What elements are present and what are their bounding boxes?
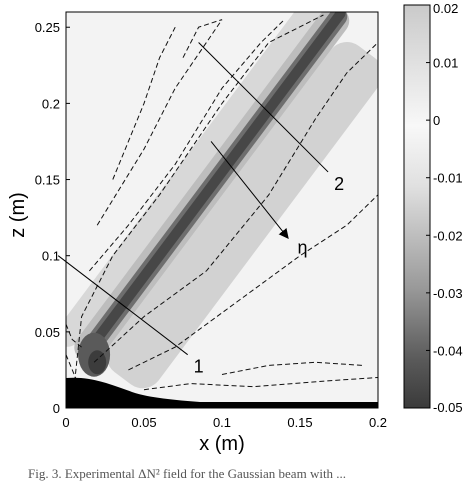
colorbar-tick-label: -0.02	[433, 228, 463, 243]
y-axis: 0 0.05 0.1 0.15 0.2 0.25	[35, 20, 70, 416]
contour-line-8	[143, 377, 378, 391]
y-tick-label: 0.25	[35, 20, 60, 35]
colorbar: 0.02 0.01 0 -0.01 -0.02 -0.03 -0.04 -0.05	[403, 1, 463, 415]
plot-area: 1 2 η	[57, 11, 379, 409]
contour-line-5	[96, 19, 223, 226]
cross-section-label-1: 1	[194, 357, 204, 377]
colorbar-tick-label: -0.05	[433, 400, 463, 415]
contour-line-10	[66, 322, 82, 348]
cross-section-label-2: 2	[334, 174, 344, 194]
topography-bump	[66, 377, 378, 408]
contour-line-7	[182, 19, 223, 58]
y-axis-label: z (m)	[7, 192, 29, 238]
field-layer	[66, 12, 378, 389]
x-tick-label: 0.15	[287, 415, 312, 430]
contour-line-4	[89, 19, 285, 272]
colorbar-ticks: 0.02 0.01 0 -0.01 -0.02 -0.03 -0.04 -0.05	[426, 1, 463, 415]
colorbar-tick-label: 0.02	[433, 1, 458, 16]
y-tick-label: 0.15	[35, 173, 60, 188]
colorbar-tick-label: 0	[433, 113, 440, 128]
contour-line-1	[73, 14, 324, 390]
contour-line-3	[128, 194, 378, 371]
figure-caption: Fig. 3. Experimental ΔN² field for the G…	[28, 466, 347, 481]
y-tick-label: 0	[53, 401, 60, 416]
colorbar-gradient	[403, 4, 431, 409]
y-tick-label: 0.05	[35, 325, 60, 340]
cross-section-line-2	[198, 42, 329, 173]
x-axis-label: x (m)	[199, 433, 245, 455]
colorbar-tick-label: -0.04	[433, 343, 463, 358]
contour-line-6	[112, 26, 176, 180]
beam-light-flank	[106, 41, 378, 389]
eta-arrow	[210, 141, 289, 239]
eta-label: η	[298, 237, 308, 257]
beam-upper-flank	[66, 12, 328, 347]
x-tick-label: 0.05	[131, 415, 156, 430]
x-axis: 0 0.05 0.1 0.15 0.2	[62, 404, 387, 430]
colorbar-tick-label: 0.01	[433, 56, 458, 71]
source-core	[88, 350, 107, 375]
beam-core	[85, 12, 346, 353]
cross-section-line-1	[57, 255, 188, 356]
x-tick-label: 0	[62, 415, 69, 430]
x-tick-label: 0.2	[369, 415, 387, 430]
contour-layer	[66, 14, 378, 391]
beam-group	[66, 12, 378, 389]
colorbar-tick-label: -0.01	[433, 171, 463, 186]
y-tick-label: 0.2	[42, 96, 60, 111]
contour-line-2	[93, 42, 378, 363]
x-tick-label: 0.1	[213, 415, 231, 430]
y-tick-label: 0.1	[42, 249, 60, 264]
colorbar-tick-label: -0.03	[433, 286, 463, 301]
annotation-layer: 1 2 η	[57, 42, 344, 377]
